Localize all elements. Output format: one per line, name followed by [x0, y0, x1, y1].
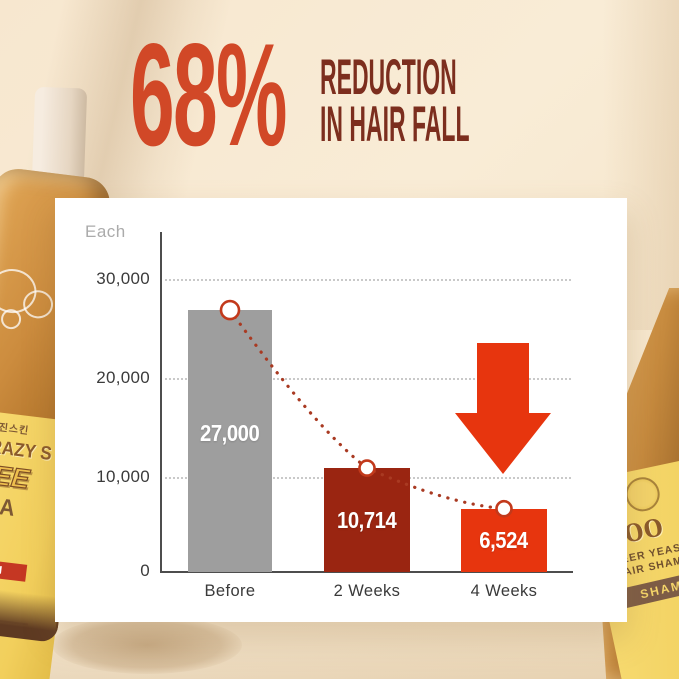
y-tick-30000: 30,000 — [96, 269, 150, 288]
bar-2-weeks: 10,714 — [324, 468, 410, 572]
x-label-before: Before — [204, 582, 256, 600]
headline-line1: REDUCTION — [320, 49, 457, 105]
y-tick-0: 0 — [140, 561, 150, 580]
headline: 68% REDUCTION IN HAIR FALL — [130, 13, 469, 176]
chart-card: Each 30,000 20,000 10,000 0 27,000 10,71… — [55, 198, 627, 622]
label-seal-icon — [622, 474, 663, 515]
bottle-shadow-ellipse — [52, 616, 242, 674]
y-tick-10000: 10,000 — [96, 467, 150, 486]
headline-percent: 68% — [130, 13, 287, 176]
x-axis-line — [160, 571, 573, 573]
label-text-ye: YE — [0, 595, 50, 620]
label-text-ge: GE — [0, 581, 52, 606]
y-tick-20000: 20,000 — [96, 368, 150, 387]
x-label-4-weeks: 4 Weeks — [470, 582, 538, 600]
bar-value-label: 27,000 — [200, 419, 260, 446]
brand-name-kr: 진스킨 — [0, 422, 30, 438]
bar-value-label: 10,714 — [337, 506, 397, 533]
y-axis-line — [160, 232, 162, 572]
label-red-box: SH — [0, 557, 28, 582]
bar-before: 27,000 — [188, 310, 272, 572]
bar-4-weeks: 6,524 — [461, 508, 547, 572]
down-arrow-icon — [455, 343, 551, 474]
label-fineprint-lines — [0, 614, 48, 638]
foam-doodle-icon — [21, 288, 55, 321]
headline-line2: IN HAIR FALL — [320, 96, 470, 152]
gridline-30000 — [165, 279, 571, 281]
bar-value-label: 6,524 — [479, 526, 529, 553]
y-axis-unit-label: Each — [85, 222, 126, 241]
x-label-2-weeks: 2 Weeks — [333, 582, 401, 600]
